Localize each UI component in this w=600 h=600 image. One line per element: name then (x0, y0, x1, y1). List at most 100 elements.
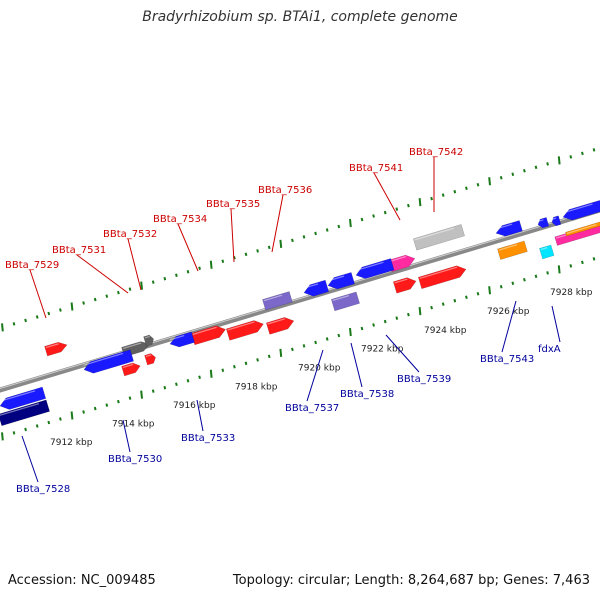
lower-scale-minor-tick (407, 312, 410, 317)
leader-line (373, 172, 401, 221)
gene-name: BBta_7535 (206, 199, 260, 210)
gene-label-bottom: BBta_7528 (16, 435, 70, 495)
gene-bbta-7542b (412, 224, 465, 251)
lower-scale-major-tick (70, 411, 74, 420)
upper-scale-minor-tick (592, 148, 596, 152)
gene-label-bottom: fdxA (538, 305, 561, 355)
lower-scale-minor-tick (163, 385, 167, 390)
upper-scale-minor-tick (186, 269, 190, 274)
gene-bbta-7534 (190, 325, 226, 346)
scale-label: 7918 kbp (235, 383, 278, 393)
gene-bbta-7543-shine (498, 244, 518, 251)
upper-scale-minor-tick (175, 273, 178, 277)
gene-bbta-7532b-shine (145, 354, 152, 358)
genome-summary: Topology: circular; Length: 8,264,687 bp… (232, 573, 590, 588)
lower-scale-major-tick (279, 348, 283, 357)
upper-scale-minor-tick (35, 315, 39, 319)
gene-label-top: BBta_7541 (349, 163, 403, 221)
upper-scale-minor-tick (24, 318, 27, 323)
gene-bbta-7530-shape (83, 349, 134, 374)
gene-bbta-7528b-shine (0, 403, 40, 416)
leader-line (551, 305, 561, 343)
gene-label-bottom: BBta_7537 (285, 349, 339, 414)
lower-scale-minor-tick (233, 365, 236, 369)
lower-scale-minor-tick (372, 323, 375, 327)
upper-scale-major-tick (557, 156, 561, 165)
upper-scale-minor-tick (221, 259, 225, 264)
gene-bbta-7532-shape (121, 362, 141, 377)
leader-line (271, 194, 284, 253)
lower-scale-minor-tick (47, 420, 51, 425)
upper-scale-minor-tick (59, 308, 62, 312)
scale-label: 7914 kbp (112, 419, 155, 429)
gene-bbta-7534-shape (190, 325, 226, 346)
gene-name: BBta_7542 (409, 147, 463, 158)
gene-bbta-7538a-shape (327, 272, 355, 290)
gene-name: BBta_7529 (5, 260, 59, 271)
upper-scale-minor-tick (93, 297, 97, 302)
upper-scale-minor-tick (395, 207, 399, 211)
upper-scale-minor-tick (82, 301, 85, 305)
upper-scale-minor-tick (105, 294, 109, 298)
lower-scale-minor-tick (105, 403, 109, 407)
gene-name: BBta_7536 (258, 185, 312, 196)
upper-scale-major-tick (488, 177, 491, 186)
gene-bbta-7539-shine (332, 295, 350, 302)
scale-label: 7920 kbp (298, 364, 341, 374)
lower-scale-minor-tick (291, 347, 294, 352)
scale-label: 7916 kbp (173, 401, 216, 411)
upper-scale-minor-tick (453, 189, 457, 194)
gene-label-bottom: BBta_7543 (480, 300, 534, 365)
gene-cyan (539, 244, 555, 260)
gene-name: BBta_7533 (181, 433, 235, 444)
gene-bbta-7543b-shine (495, 223, 513, 230)
lower-scale-minor-tick (499, 285, 503, 289)
lower-scale-minor-tick (453, 298, 457, 303)
gene-label-top: BBta_7536 (258, 185, 312, 253)
chart-title: Bradyrhizobium sp. BTAi1, complete genom… (142, 9, 458, 25)
gene-bbta-7537-shape (303, 279, 330, 297)
lower-scale-minor-tick (82, 410, 85, 414)
gene-label-bottom: BBta_7538 (340, 342, 394, 400)
lower-scale-minor-tick (325, 337, 329, 341)
gene-small-7545-shine (551, 217, 557, 220)
gene-label-top: BBta_7535 (206, 199, 260, 263)
gene-bbta-7528 (0, 386, 47, 410)
gene-bbta-7542b-shine (414, 227, 455, 241)
lower-scale-minor-tick (337, 333, 341, 338)
lower-scale-minor-tick (175, 382, 178, 386)
gene-name: BBta_7543 (480, 354, 534, 365)
lower-scale-major-tick (488, 286, 491, 295)
gene-bbta-7532b (144, 353, 156, 366)
gene-bbta-7533-shape (169, 331, 195, 348)
gene-label-top: BBta_7534 (153, 214, 207, 272)
upper-scale-minor-tick (256, 249, 259, 253)
upper-scale-minor-tick (407, 203, 410, 208)
upper-scale-minor-tick (47, 311, 51, 316)
upper-scale-minor-tick (383, 210, 387, 215)
accession-text: Accession: NC_009485 (8, 573, 156, 588)
lower-scale-minor-tick (441, 302, 445, 306)
gene-bbta-7537 (303, 279, 330, 297)
lower-scale-minor-tick (430, 305, 433, 310)
gene-label-bottom: BBta_7530 (108, 419, 162, 465)
gene-label-bottom: BBta_7533 (181, 399, 235, 444)
scale-label: 7926 kbp (487, 307, 530, 317)
lower-scale-major-tick (209, 369, 213, 378)
gene-bbta-7531b-shape (143, 334, 154, 347)
gene-cyan-shape (539, 244, 555, 260)
lower-scale-minor-tick (186, 378, 190, 383)
gene-bbta-7533 (169, 331, 195, 348)
lower-scale-minor-tick (465, 295, 468, 299)
gene-bbta-7538a-shine (327, 275, 345, 282)
leader-line (501, 300, 517, 353)
upper-scale-minor-tick (163, 276, 167, 281)
gene-small-7544 (537, 217, 550, 229)
lower-scale-minor-tick (35, 424, 39, 428)
lower-scale-minor-tick (12, 431, 16, 435)
lower-scale-minor-tick (221, 368, 225, 373)
lower-scale-minor-tick (511, 281, 515, 286)
gene-bbta-7541b-shape (392, 277, 417, 294)
upper-scale-minor-tick (151, 280, 155, 284)
